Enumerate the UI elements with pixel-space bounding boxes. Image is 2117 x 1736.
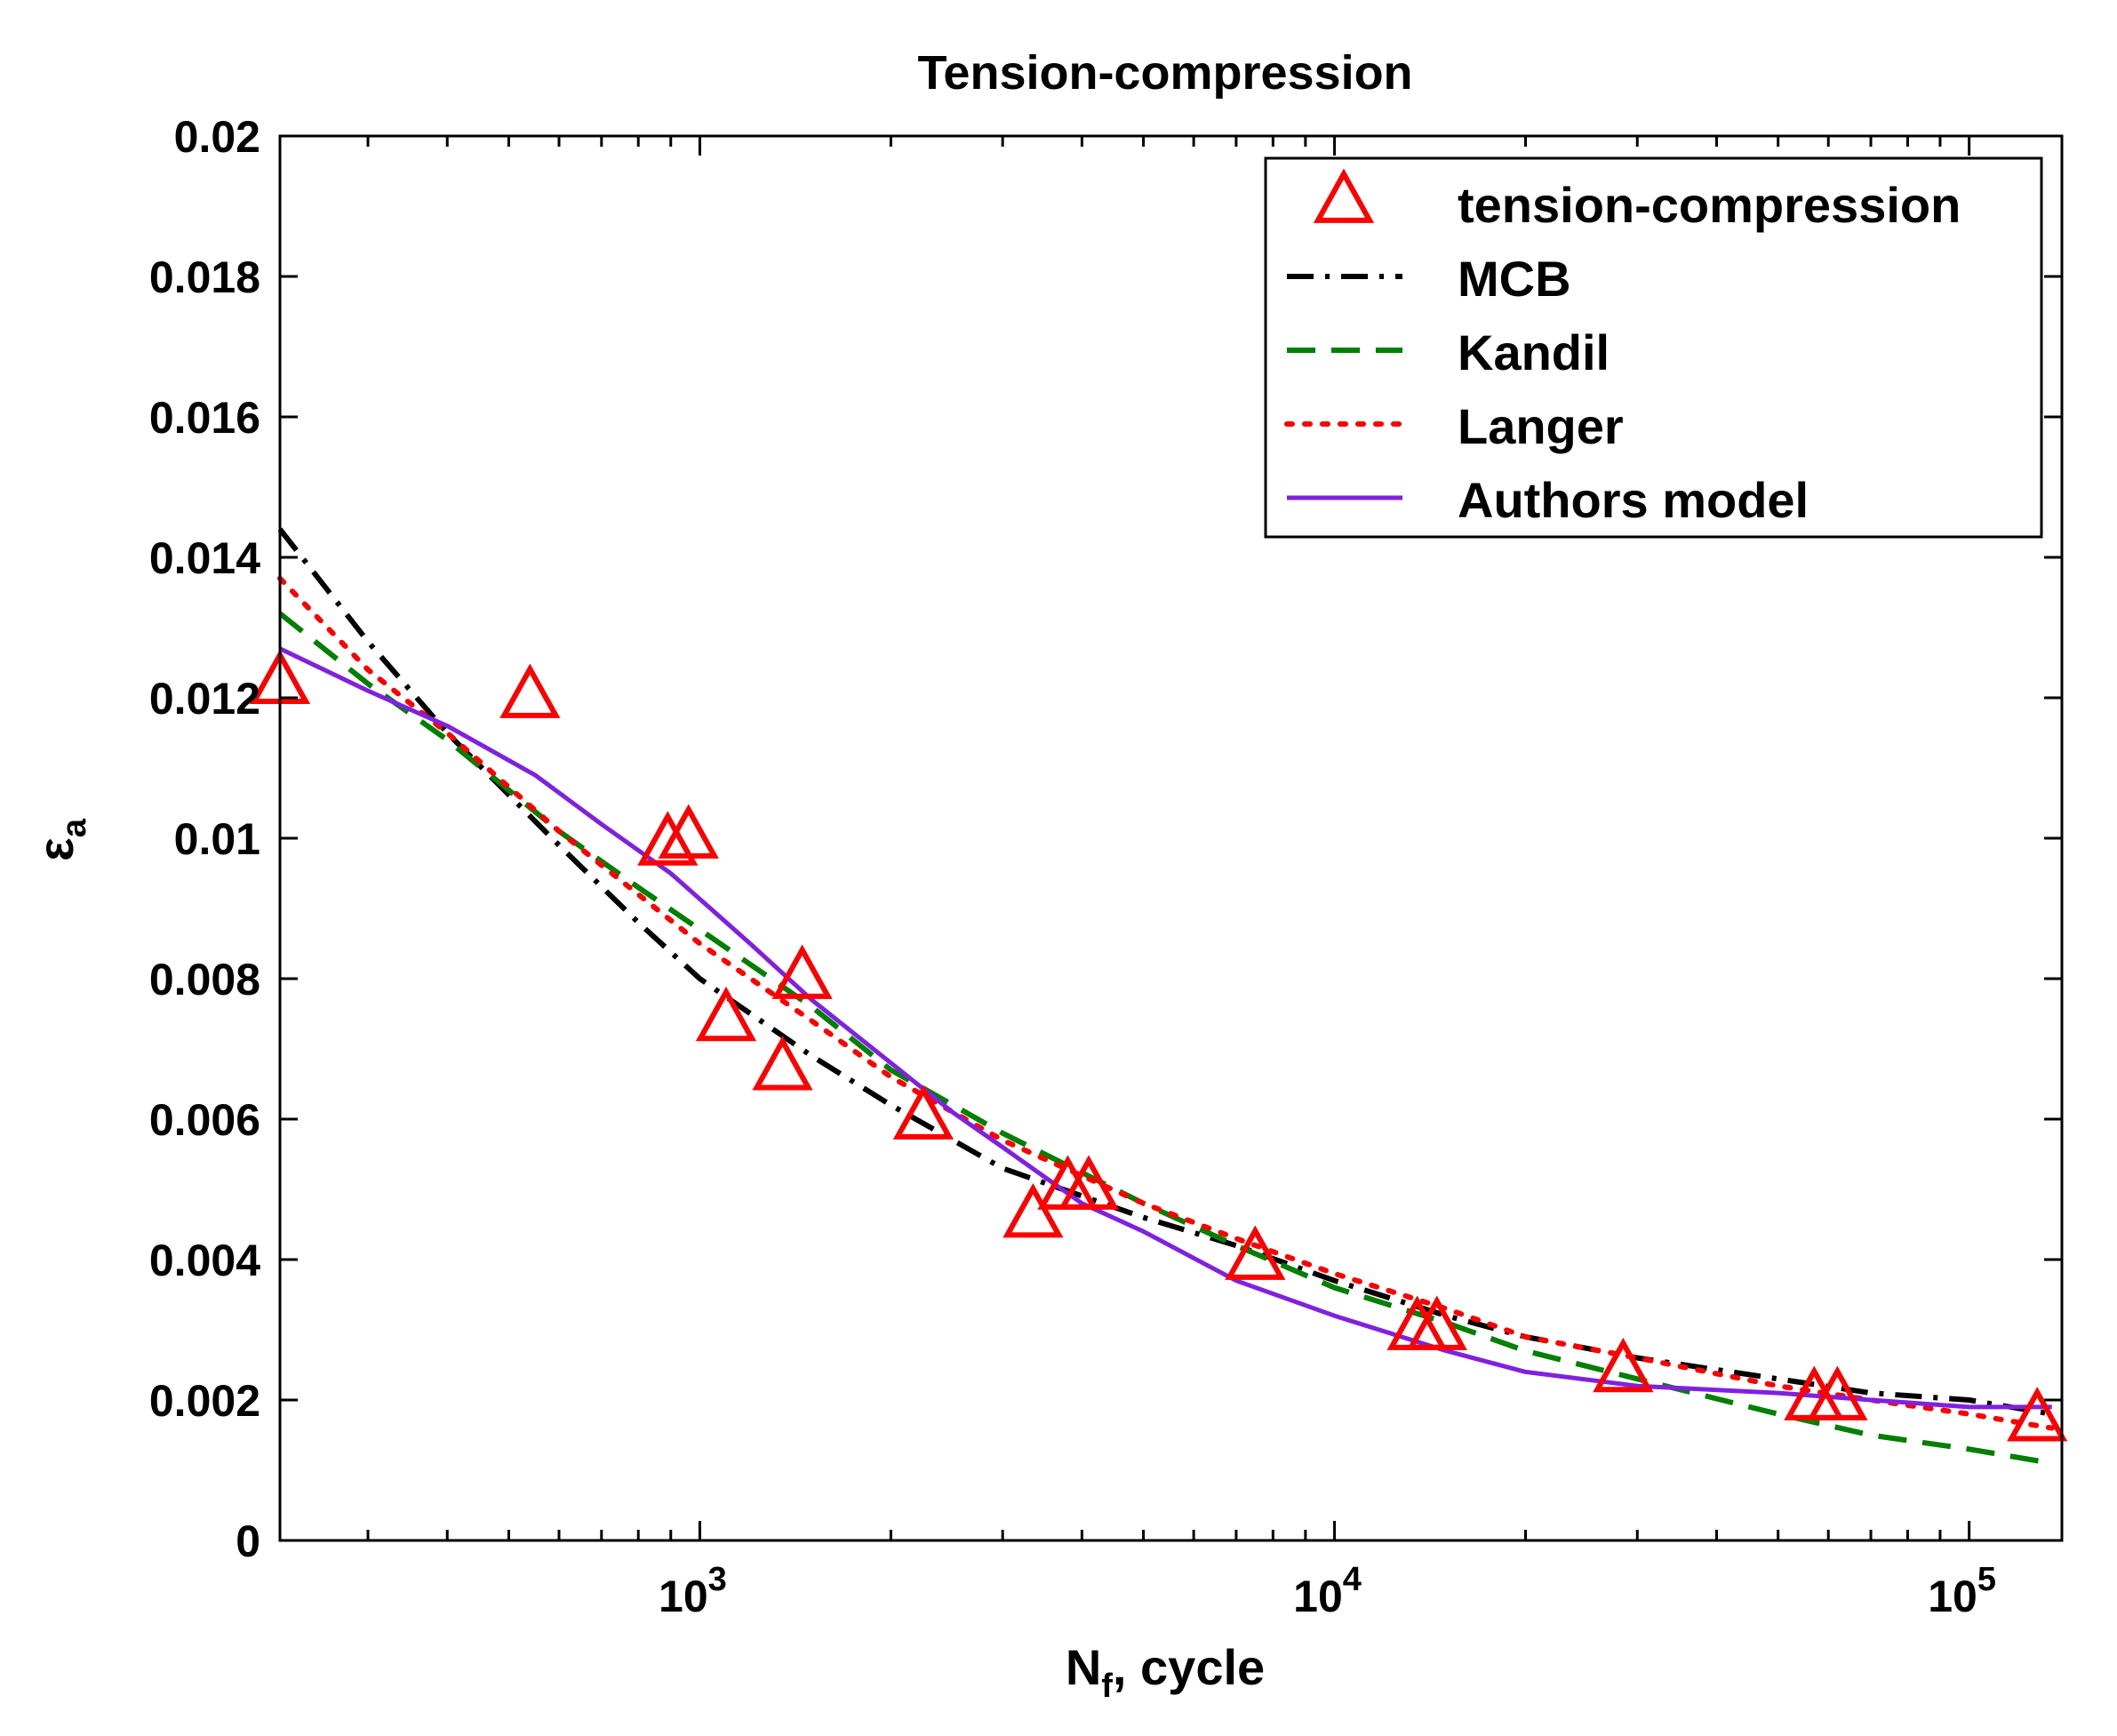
data-point-3 xyxy=(637,811,699,866)
x-tick-label: 103 xyxy=(659,1561,727,1621)
x-tick-label-exponent: 4 xyxy=(1343,1561,1362,1598)
y-tick-label: 0.012 xyxy=(149,674,260,724)
series-layer xyxy=(277,527,2055,1467)
x-tick-label: 104 xyxy=(1293,1561,1362,1621)
y-tick-label: 0.008 xyxy=(149,955,260,1004)
x-tick-label: 105 xyxy=(1928,1561,1996,1621)
data-point-12 xyxy=(1225,1225,1286,1280)
x-tick-label-exponent: 5 xyxy=(1977,1561,1996,1598)
legend-label-authors-model: Authors model xyxy=(1458,472,1809,528)
legend-label-tension-compression: tension-compression xyxy=(1458,177,1961,233)
legend-label-kandil: Kandil xyxy=(1458,324,1610,380)
y-tick-label: 0.02 xyxy=(174,112,260,162)
data-point-5 xyxy=(695,986,757,1042)
data-point-9 xyxy=(1003,1183,1064,1238)
y-tick-label: 0.004 xyxy=(149,1236,260,1285)
tick-label-layer: 0 0.002 0.004 0.006 0.008 0.01 0.012 0.014 0.016… xyxy=(149,112,1996,1621)
x-tick-label-base: 10 xyxy=(659,1572,708,1621)
x-axis-label-main: N xyxy=(1066,1639,1101,1695)
data-point-2 xyxy=(499,663,561,718)
x-axis-label-sub: f xyxy=(1101,1668,1113,1705)
legend-sample-tension-compression xyxy=(1313,168,1375,223)
plot-frame xyxy=(278,134,2064,1542)
y-tick-label: 0.006 xyxy=(149,1095,260,1145)
series-line-langer xyxy=(277,575,2055,1431)
legend-label-mcb: MCB xyxy=(1458,251,1571,307)
data-point-7 xyxy=(771,944,833,999)
series-line-authors-model xyxy=(278,646,2052,1410)
data-point-18 xyxy=(2007,1387,2068,1442)
legend-samples xyxy=(1284,168,1405,500)
x-tick-label-exponent: 3 xyxy=(708,1561,727,1598)
chart-title: Tension-compression xyxy=(917,46,1412,100)
y-axis-label-sub: a xyxy=(56,818,93,837)
x-axis-label-rest: , cycle xyxy=(1113,1639,1265,1695)
y-tick-label: 0.01 xyxy=(174,814,260,864)
legend: tension-compression MCB Kandil Langer Au… xyxy=(1264,156,2043,539)
data-point-17 xyxy=(1807,1365,1868,1420)
y-tick-label: 0 xyxy=(236,1516,260,1566)
y-tick-label: 0.002 xyxy=(149,1376,260,1426)
y-axis-label-main: ε xyxy=(28,837,84,861)
legend-label-langer: Langer xyxy=(1458,398,1624,454)
x-tick-label-base: 10 xyxy=(1928,1572,1977,1621)
marker-layer xyxy=(249,649,2068,1442)
data-point-6 xyxy=(752,1036,813,1091)
y-tick-label: 0.014 xyxy=(149,533,260,583)
data-point-15 xyxy=(1593,1337,1654,1393)
data-point-11 xyxy=(1058,1155,1120,1210)
x-axis-label: Nf, cycle xyxy=(1066,1639,1265,1705)
data-point-4 xyxy=(658,804,719,859)
y-tick-label: 0.016 xyxy=(149,393,260,443)
data-point-14 xyxy=(1406,1295,1467,1350)
x-tick-label-base: 10 xyxy=(1293,1572,1343,1621)
series-line-mcb xyxy=(277,527,2053,1417)
y-axis-label: εa xyxy=(28,818,93,861)
y-tick-label: 0.018 xyxy=(149,252,260,302)
data-point-8 xyxy=(892,1084,955,1140)
